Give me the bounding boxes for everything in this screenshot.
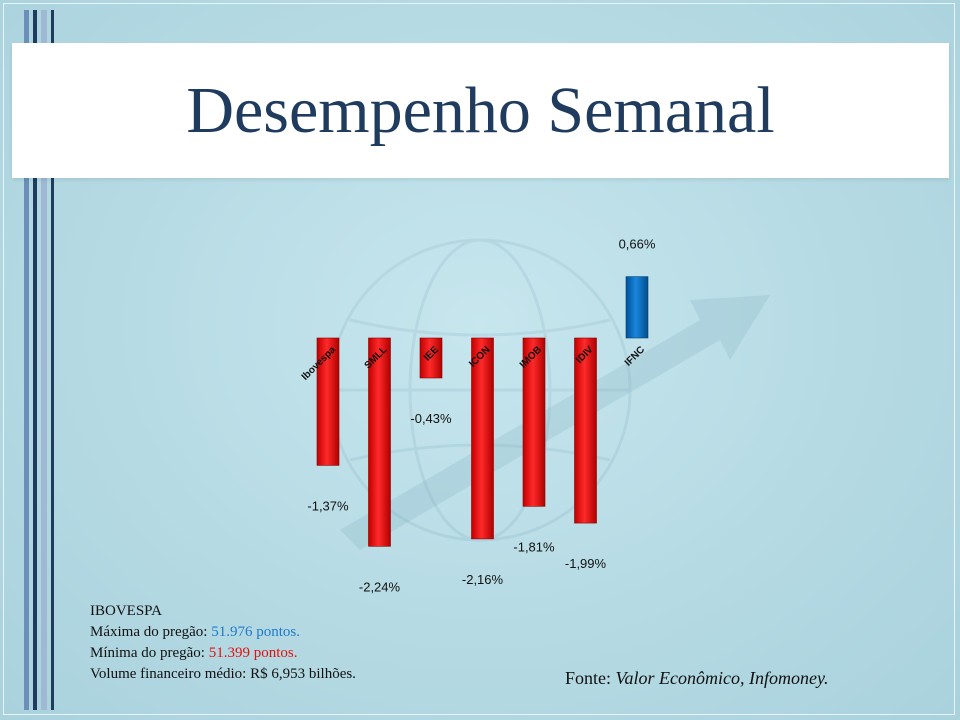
- value-label-smll: -2,24%: [359, 579, 401, 594]
- value-label-ifnc: 0,66%: [619, 237, 656, 252]
- title-band: Desempenho Semanal: [12, 43, 949, 178]
- bar-iee: [419, 337, 443, 379]
- slide-title: Desempenho Semanal: [186, 73, 775, 147]
- info-heading: IBOVESPA: [90, 603, 162, 619]
- bar-imob: [522, 337, 546, 507]
- value-label-idiv: -1,99%: [565, 556, 607, 571]
- slide-frame: [3, 3, 955, 715]
- value-label-imob: -1,81%: [513, 539, 555, 554]
- bar-ifnc: [625, 276, 649, 339]
- source-note: Fonte: Valor Econômico, Infomoney.: [565, 668, 828, 689]
- bar-smll: [368, 337, 391, 547]
- left-stripes: [24, 10, 64, 710]
- ibovespa-info: IBOVESPA Máxima do pregão: 51.976 pontos…: [90, 601, 510, 685]
- info-max-label: Máxima do pregão:: [90, 624, 208, 640]
- value-label-iee: -0,43%: [410, 411, 452, 426]
- info-min-value: 51.399 pontos.: [208, 645, 298, 661]
- category-label-ifnc: IFNC: [623, 344, 647, 368]
- source-text: Valor Econômico, Infomoney.: [615, 668, 829, 688]
- value-label-icon: -2,16%: [462, 572, 504, 587]
- bar-idiv: [574, 337, 597, 524]
- info-min-row: Mínima do pregão: 51.399 pontos.: [90, 643, 510, 664]
- source-label: Fonte:: [565, 668, 612, 688]
- bar-chart: -1,37%Ibovespa-2,24%SMLL-0,43%IEE-2,16%I…: [300, 237, 656, 595]
- bar-icon: [471, 337, 494, 540]
- value-label-ibovespa: -1,37%: [307, 498, 349, 513]
- bar-ibovespa: [316, 337, 340, 466]
- info-max-row: Máxima do pregão: 51.976 pontos.: [90, 622, 510, 643]
- info-volume: Volume financeiro médio: R$ 6,953 bilhõe…: [90, 666, 356, 682]
- info-max-value: 51.976 pontos.: [211, 624, 300, 640]
- info-min-label: Mínima do pregão:: [90, 645, 205, 661]
